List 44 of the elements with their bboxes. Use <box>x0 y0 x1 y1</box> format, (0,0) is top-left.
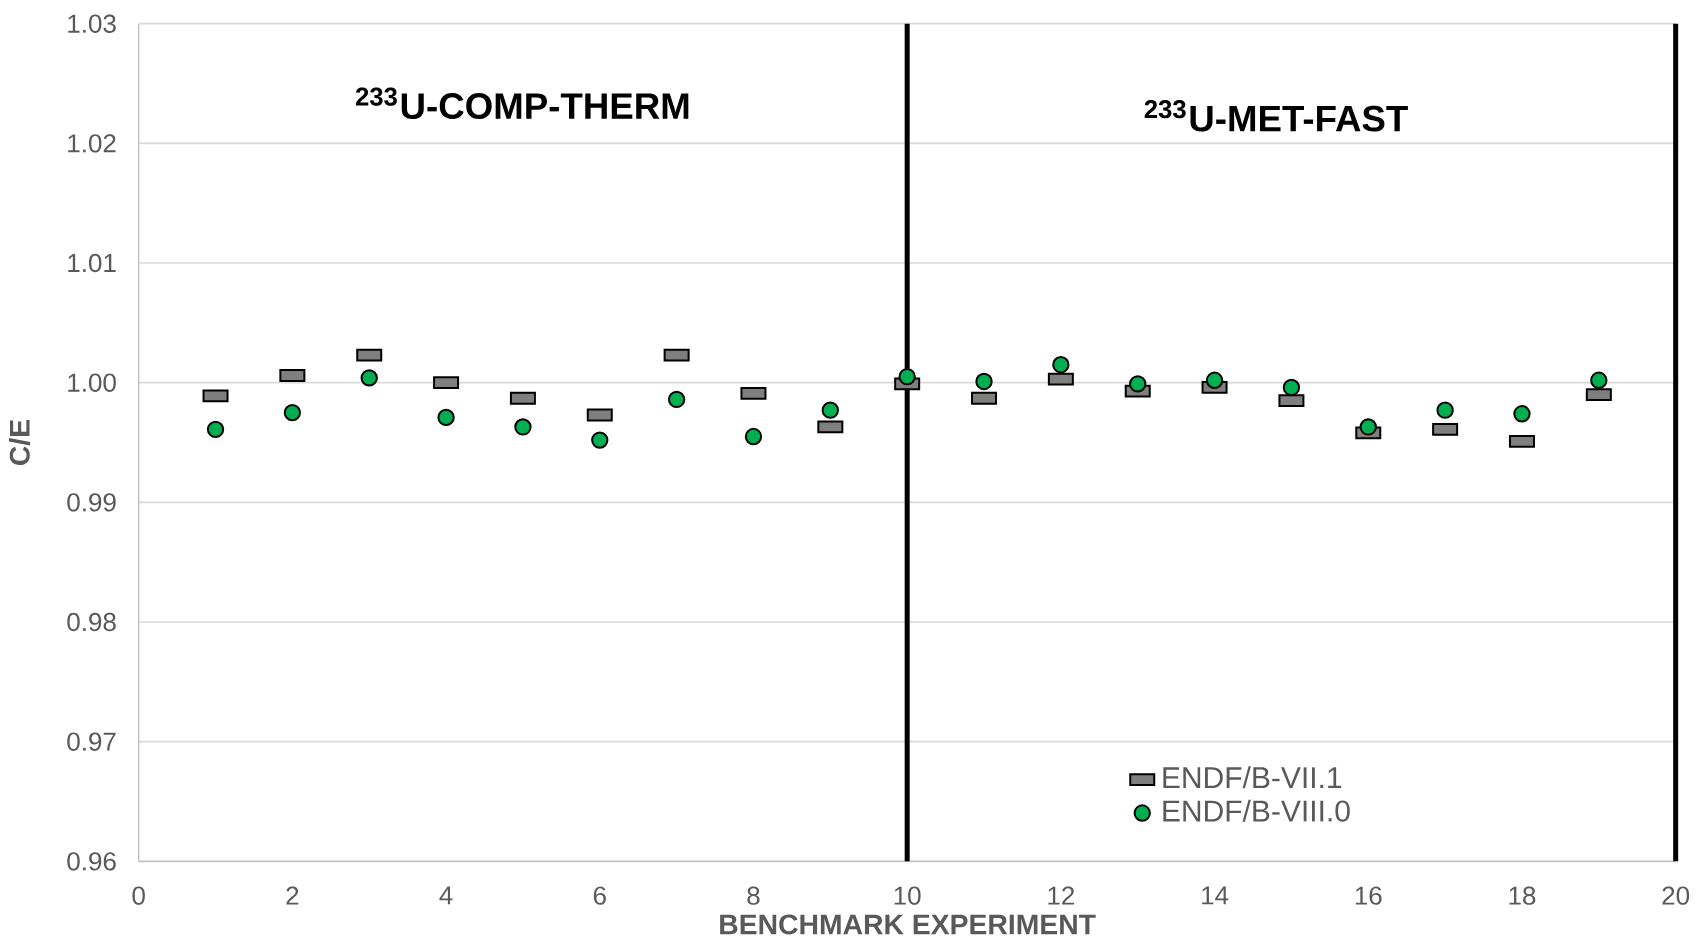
y-tick-label: 1.03 <box>68 14 116 33</box>
point <box>206 420 225 439</box>
point <box>1129 375 1147 393</box>
y-tick-label: 0.96 <box>67 852 116 871</box>
x-axis-title: BENCHMARK EXPERIMENT <box>720 914 1096 935</box>
legend-label: ENDF/B-VIII.0 <box>1163 799 1350 822</box>
x-tick-label: 10 <box>894 886 921 905</box>
x-tick-label: 12 <box>1048 886 1074 905</box>
point <box>744 427 763 446</box>
point <box>1359 418 1377 436</box>
y-tick-label: 1.00 <box>68 373 116 392</box>
point <box>1436 401 1454 419</box>
point <box>898 368 916 386</box>
point <box>1205 371 1224 389</box>
point <box>283 403 302 422</box>
x-tick-label: 4 <box>439 886 453 905</box>
annotation: $^{233}$U-COMP-THERM <box>355 87 689 120</box>
x-tick-label: 2 <box>286 886 299 905</box>
x-tick-label: 0 <box>132 886 145 905</box>
point <box>514 418 532 436</box>
x-tick-label: 14 <box>1202 886 1229 905</box>
point <box>667 390 686 409</box>
legend-label: ENDF/B-VII.1 <box>1163 766 1342 789</box>
y-tick-label: 1.01 <box>68 253 116 273</box>
x-tick-label: 18 <box>1509 886 1536 905</box>
point <box>975 372 993 391</box>
point <box>1282 378 1301 397</box>
x-tick-label: 6 <box>593 886 606 905</box>
point <box>1590 371 1608 389</box>
y-tick-label: 1.02 <box>68 134 116 153</box>
x-tick-label: 8 <box>747 886 760 905</box>
y-axis-title: C/E <box>8 420 31 465</box>
y-tick-label: 0.97 <box>67 732 116 751</box>
point <box>1052 356 1070 374</box>
point <box>1513 405 1531 423</box>
annotation: $^{233}$U-MET-FAST <box>1144 100 1408 132</box>
point <box>360 369 378 387</box>
y-tick-label: 0.98 <box>67 612 116 632</box>
y-tick-label: 0.99 <box>67 493 116 512</box>
point <box>821 401 839 419</box>
point <box>591 431 609 449</box>
point <box>437 408 455 427</box>
x-tick-label: 16 <box>1355 886 1382 905</box>
x-tick-label: 20 <box>1662 886 1690 905</box>
